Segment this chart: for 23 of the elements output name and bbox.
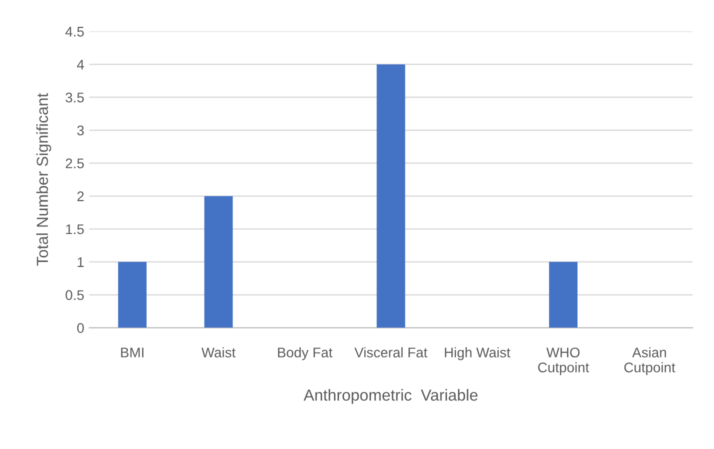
bar: [204, 196, 233, 328]
y-tick-label: 0: [77, 323, 84, 333]
x-tick-label: High Waist: [444, 347, 510, 360]
x-tick-label: Visceral Fat: [354, 347, 428, 358]
bar: [118, 262, 147, 328]
x-tick-label: BMI: [121, 348, 144, 358]
bar: [549, 262, 578, 328]
y-tick-label: 3.5: [66, 92, 84, 102]
y-tick-label: 1.5: [66, 224, 84, 234]
y-axis-title: Total Number Significant: [36, 93, 52, 266]
x-tick-label: Asian Cutpoint: [624, 347, 676, 376]
y-tick-label: 3: [77, 126, 84, 136]
x-tick-label: Waist: [201, 347, 236, 358]
y-tick-label: 0.5: [66, 290, 84, 300]
x-tick-label: Body Fat: [278, 347, 332, 360]
y-tick-label: 4.5: [65, 26, 84, 37]
x-tick-label: WHO Cutpoint: [538, 348, 590, 376]
x-axis-title: Anthropometric Variable: [304, 389, 478, 404]
bar: [376, 64, 406, 328]
y-tick-label: 4: [76, 60, 84, 70]
y-tick-label: 2.5: [66, 158, 84, 168]
y-tick-label: 1: [78, 257, 84, 267]
y-tick-label: 2: [77, 191, 84, 202]
